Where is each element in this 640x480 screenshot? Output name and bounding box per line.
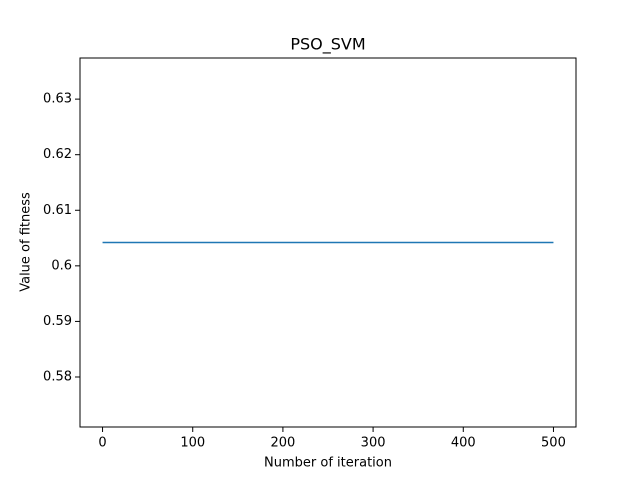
x-tick-label: 400 [451, 436, 476, 451]
y-tick-label: 0.62 [43, 147, 72, 162]
y-tick-label: 0.63 [43, 92, 72, 107]
chart-title: PSO_SVM [290, 35, 365, 55]
y-tick-label: 0.58 [43, 369, 72, 384]
y-tick-label: 0.59 [43, 314, 72, 329]
x-tick-label: 500 [541, 436, 566, 451]
x-tick-label: 300 [361, 436, 386, 451]
x-tick-label: 100 [180, 436, 205, 451]
x-axis-label: Number of iteration [264, 456, 392, 471]
x-tick-label: 0 [98, 436, 106, 451]
y-tick-label: 0.6 [51, 258, 72, 273]
x-tick-label: 200 [270, 436, 295, 451]
y-axis-label: Value of fitness [19, 192, 34, 292]
plot-frame [79, 57, 577, 428]
y-tick-label: 0.61 [43, 203, 72, 218]
